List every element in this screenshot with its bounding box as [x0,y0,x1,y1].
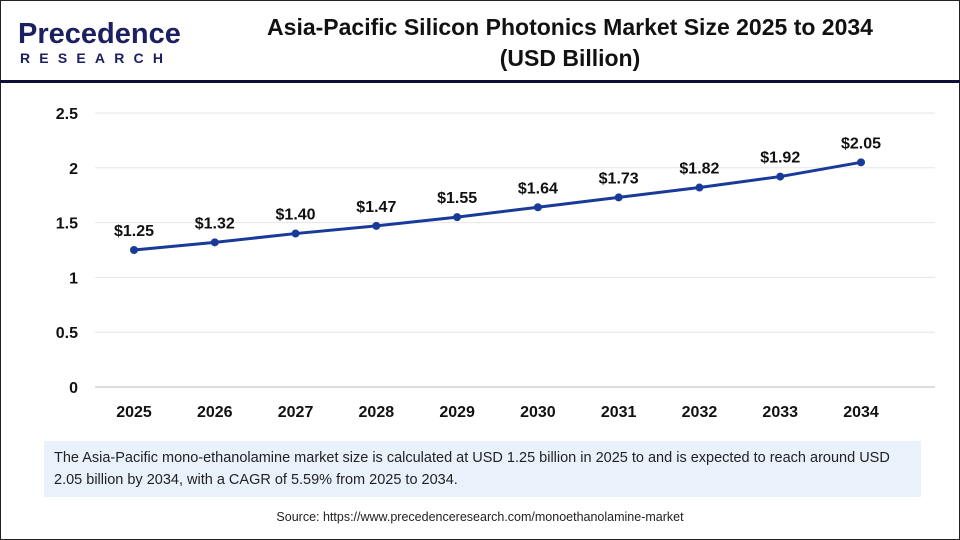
title-line-1: Asia-Pacific Silicon Photonics Market Si… [267,14,873,40]
data-point [776,172,785,181]
data-point [291,229,300,238]
x-tick-label: 2033 [762,404,798,421]
series-line [133,160,862,252]
data-label: $1.40 [276,207,316,224]
header-divider [0,80,960,83]
data-point [533,203,542,212]
data-point [130,246,138,254]
data-label: $1.32 [195,215,235,232]
x-tick-label: 2026 [197,404,233,421]
data-label: $1.82 [679,161,719,178]
x-tick-label: 2032 [682,404,718,421]
y-tick-label: 2.5 [56,106,78,123]
x-tick-label: 2030 [520,404,556,421]
data-point [614,193,623,202]
x-tick-label: 2031 [601,404,637,421]
data-label: $1.92 [760,150,800,167]
data-point [695,183,704,192]
data-point [210,238,219,247]
x-tick-label: 2029 [439,404,475,421]
data-point [453,213,462,222]
data-point [857,158,865,167]
data-label: $1.25 [114,223,154,240]
y-tick-label: 2 [69,161,78,178]
data-point [372,221,381,230]
y-tick-label: 0 [69,380,78,397]
x-tick-label: 2027 [278,404,314,421]
x-tick-label: 2028 [359,404,395,421]
data-label: $1.73 [599,170,639,187]
source-text: Source: https://www.precedenceresearch.c… [276,510,684,524]
logo-wordmark: Precedence [18,18,181,50]
data-label: $1.55 [437,190,477,207]
y-tick-label: 0.5 [56,325,78,342]
x-tick-label: 2025 [116,404,152,421]
x-tick-label: 2034 [843,404,879,421]
logo: Precedence RESEARCH [18,18,181,67]
chart-title: Asia-Pacific Silicon Photonics Market Si… [220,12,920,74]
data-label: $1.47 [356,199,396,216]
logo-subtext: RESEARCH [20,50,173,66]
data-label: $1.64 [518,180,558,197]
title-line-2: (USD Billion) [499,45,641,71]
y-tick-label: 1 [69,270,78,287]
y-tick-label: 1.5 [56,216,78,233]
summary-text: The Asia-Pacific mono-ethanolamine marke… [54,450,890,488]
data-label: $2.05 [841,135,881,152]
summary-box: The Asia-Pacific mono-ethanolamine marke… [44,441,921,497]
